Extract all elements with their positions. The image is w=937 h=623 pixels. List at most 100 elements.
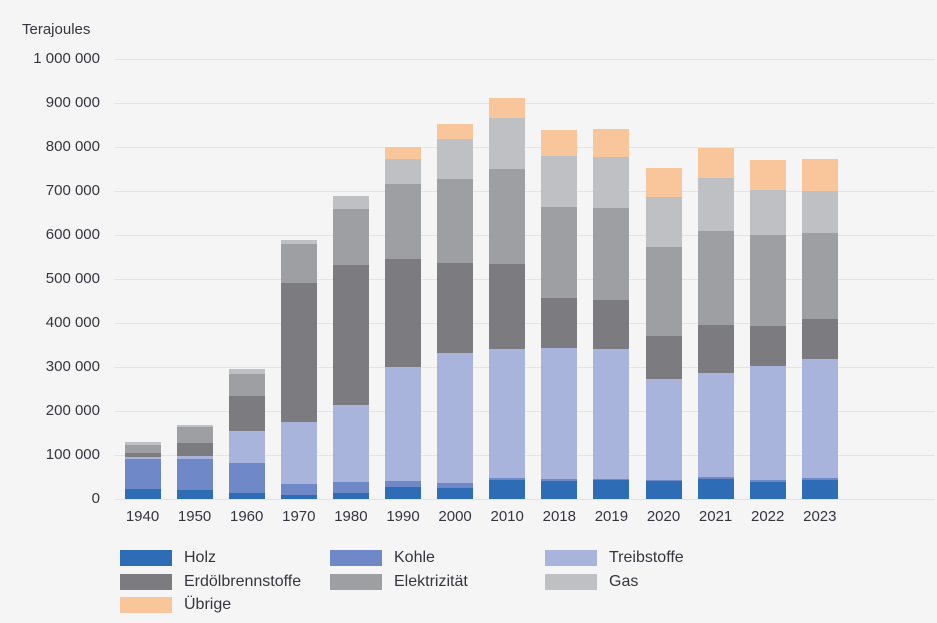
y-axis-tick-label: 100 000	[45, 446, 100, 463]
bar-segment-elektrizität	[437, 179, 474, 263]
bar-segment-elektrizität	[801, 232, 838, 320]
bar-segment-erdölbrennstoffe	[801, 319, 838, 359]
bar-segment-elektrizität	[489, 169, 526, 265]
x-axis-tick-label: 2021	[698, 508, 733, 525]
bar-segment-erdölbrennstoffe	[541, 297, 578, 349]
bar-segment-holz	[437, 487, 474, 499]
legend-item-erdölbrennstoffe: Erdölbrennstoffe	[120, 573, 330, 591]
y-axis-tick-label: 500 000	[45, 270, 100, 287]
x-axis-tick-label: 2000	[438, 508, 472, 525]
bar-segment-treibstoffe	[541, 348, 578, 479]
x-axis-tick-label: 2018	[542, 508, 576, 525]
bar-segment-elektrizität	[541, 207, 578, 298]
bar-segment-treibstoffe	[593, 348, 630, 479]
bar-segment-erdölbrennstoffe	[176, 443, 213, 456]
bar-segment-holz	[645, 481, 682, 499]
bar-segment-kohle	[228, 463, 265, 494]
bar-segment-gas	[124, 441, 161, 446]
bar-segment-gas	[280, 240, 317, 245]
legend-item-übrige: Übrige	[120, 596, 330, 614]
bar-segment-erdölbrennstoffe	[124, 453, 161, 458]
legend-swatch-icon	[330, 573, 382, 590]
bar-segment-gas	[593, 157, 630, 208]
bar-1960	[228, 368, 265, 499]
x-axis-tick-label: 1960	[230, 508, 264, 525]
bar-segment-holz	[280, 495, 317, 499]
bar-segment-treibstoffe	[280, 422, 317, 484]
bar-2000	[437, 124, 474, 499]
bar-segment-holz	[124, 489, 161, 499]
bar-segment-holz	[697, 478, 734, 499]
y-axis-tick-label: 300 000	[45, 358, 100, 375]
x-axis-tick-label: 2020	[646, 508, 681, 525]
bar-segment-gas	[645, 196, 682, 247]
bar-segment-treibstoffe	[228, 430, 265, 464]
bar-segment-übrige	[489, 98, 526, 118]
bar-1940	[124, 441, 161, 499]
legend: Holz Kohle Treibstoffe Erdölbrennstoffe Elek…	[120, 546, 684, 617]
bar-segment-kohle	[176, 459, 213, 490]
bar-1980	[332, 195, 369, 499]
bar-segment-erdölbrennstoffe	[489, 264, 526, 349]
bar-segment-übrige	[801, 158, 838, 191]
bar-2023	[801, 158, 838, 499]
legend-label: Elektrizität	[394, 572, 468, 590]
bar-segment-elektrizität	[645, 246, 682, 337]
bar-segment-gas	[228, 368, 265, 375]
bar-segment-kohle	[124, 459, 161, 490]
bar-segment-gas	[437, 139, 474, 180]
bar-segment-kohle	[437, 483, 474, 488]
bar-segment-elektrizität	[593, 207, 630, 301]
bar-segment-treibstoffe	[645, 378, 682, 480]
y-axis-tick-label: 400 000	[45, 314, 100, 331]
y-axis-tick-label: 800 000	[45, 138, 100, 155]
bar-segment-erdölbrennstoffe	[385, 258, 421, 368]
bar-segment-treibstoffe	[176, 455, 213, 460]
bar-segment-übrige	[645, 167, 682, 197]
bar-segment-übrige	[749, 160, 786, 191]
bar-segment-kohle	[749, 480, 786, 483]
legend-swatch-icon	[120, 573, 172, 590]
bar-segment-elektrizität	[697, 231, 734, 326]
gridline	[115, 499, 935, 500]
bar-segment-übrige	[593, 128, 630, 158]
legend-swatch-icon	[120, 597, 172, 614]
bar-segment-übrige	[437, 124, 474, 140]
legend-swatch-icon	[545, 549, 597, 566]
x-axis-tick-label: 2019	[594, 508, 629, 525]
bar-segment-erdölbrennstoffe	[437, 262, 474, 353]
bar-segment-kohle	[332, 481, 369, 493]
bar-segment-holz	[228, 493, 265, 499]
bar-segment-holz	[749, 482, 786, 499]
bar-segment-elektrizität	[280, 244, 317, 283]
bar-segment-erdölbrennstoffe	[593, 300, 630, 349]
bar-segment-gas	[801, 190, 838, 233]
legend-label: Treibstoffe	[609, 548, 684, 566]
bar-segment-elektrizität	[385, 184, 421, 259]
plot-area	[115, 59, 935, 500]
bar-segment-holz	[385, 487, 421, 499]
bar-2019	[593, 128, 630, 499]
legend-swatch-icon	[120, 549, 172, 566]
bar-2010	[489, 98, 526, 499]
y-axis-unit-label: Terajoules	[22, 21, 91, 38]
bar-segment-treibstoffe	[749, 365, 786, 481]
bar-2021	[697, 148, 734, 499]
legend-item-holz: Holz	[120, 549, 330, 567]
bar-segment-holz	[801, 480, 838, 499]
bar-segment-treibstoffe	[801, 358, 838, 479]
bar-segment-holz	[489, 480, 526, 499]
bar-segment-kohle	[385, 480, 421, 488]
bar-segment-übrige	[385, 147, 421, 160]
bar-segment-erdölbrennstoffe	[280, 282, 317, 423]
legend-label: Übrige	[184, 596, 232, 614]
legend-item-kohle: Kohle	[330, 549, 545, 567]
bar-segment-elektrizität	[228, 374, 265, 397]
bar-segment-elektrizität	[749, 234, 786, 326]
legend-swatch-icon	[545, 573, 597, 590]
bar-segment-treibstoffe	[124, 457, 161, 460]
bar-2020	[645, 167, 682, 499]
y-axis-tick-label: 600 000	[45, 226, 100, 243]
bar-segment-holz	[541, 480, 578, 499]
